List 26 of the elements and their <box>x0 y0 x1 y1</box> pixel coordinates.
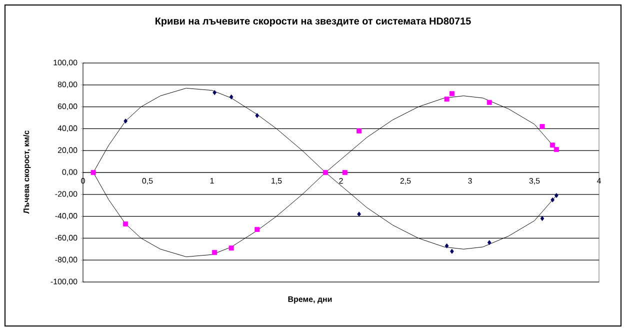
point <box>444 243 449 248</box>
point <box>123 221 128 226</box>
point <box>444 96 450 102</box>
point <box>323 170 328 175</box>
point <box>124 118 128 124</box>
point <box>255 113 260 118</box>
point <box>486 100 492 105</box>
point <box>212 90 216 96</box>
point <box>212 250 218 255</box>
point <box>550 197 554 202</box>
point <box>554 193 558 198</box>
point <box>356 128 362 134</box>
point <box>487 240 492 246</box>
point <box>450 248 454 254</box>
point <box>342 170 348 175</box>
point <box>550 142 556 148</box>
point <box>229 94 234 100</box>
point <box>554 147 559 152</box>
point <box>90 170 96 175</box>
point <box>228 246 234 251</box>
point <box>449 91 454 96</box>
point <box>357 212 361 217</box>
chart-title: Криви на лъчевите скорости на звездите от системата HD80715 <box>156 17 471 27</box>
point <box>540 216 544 221</box>
point <box>540 124 545 129</box>
point <box>254 226 260 232</box>
